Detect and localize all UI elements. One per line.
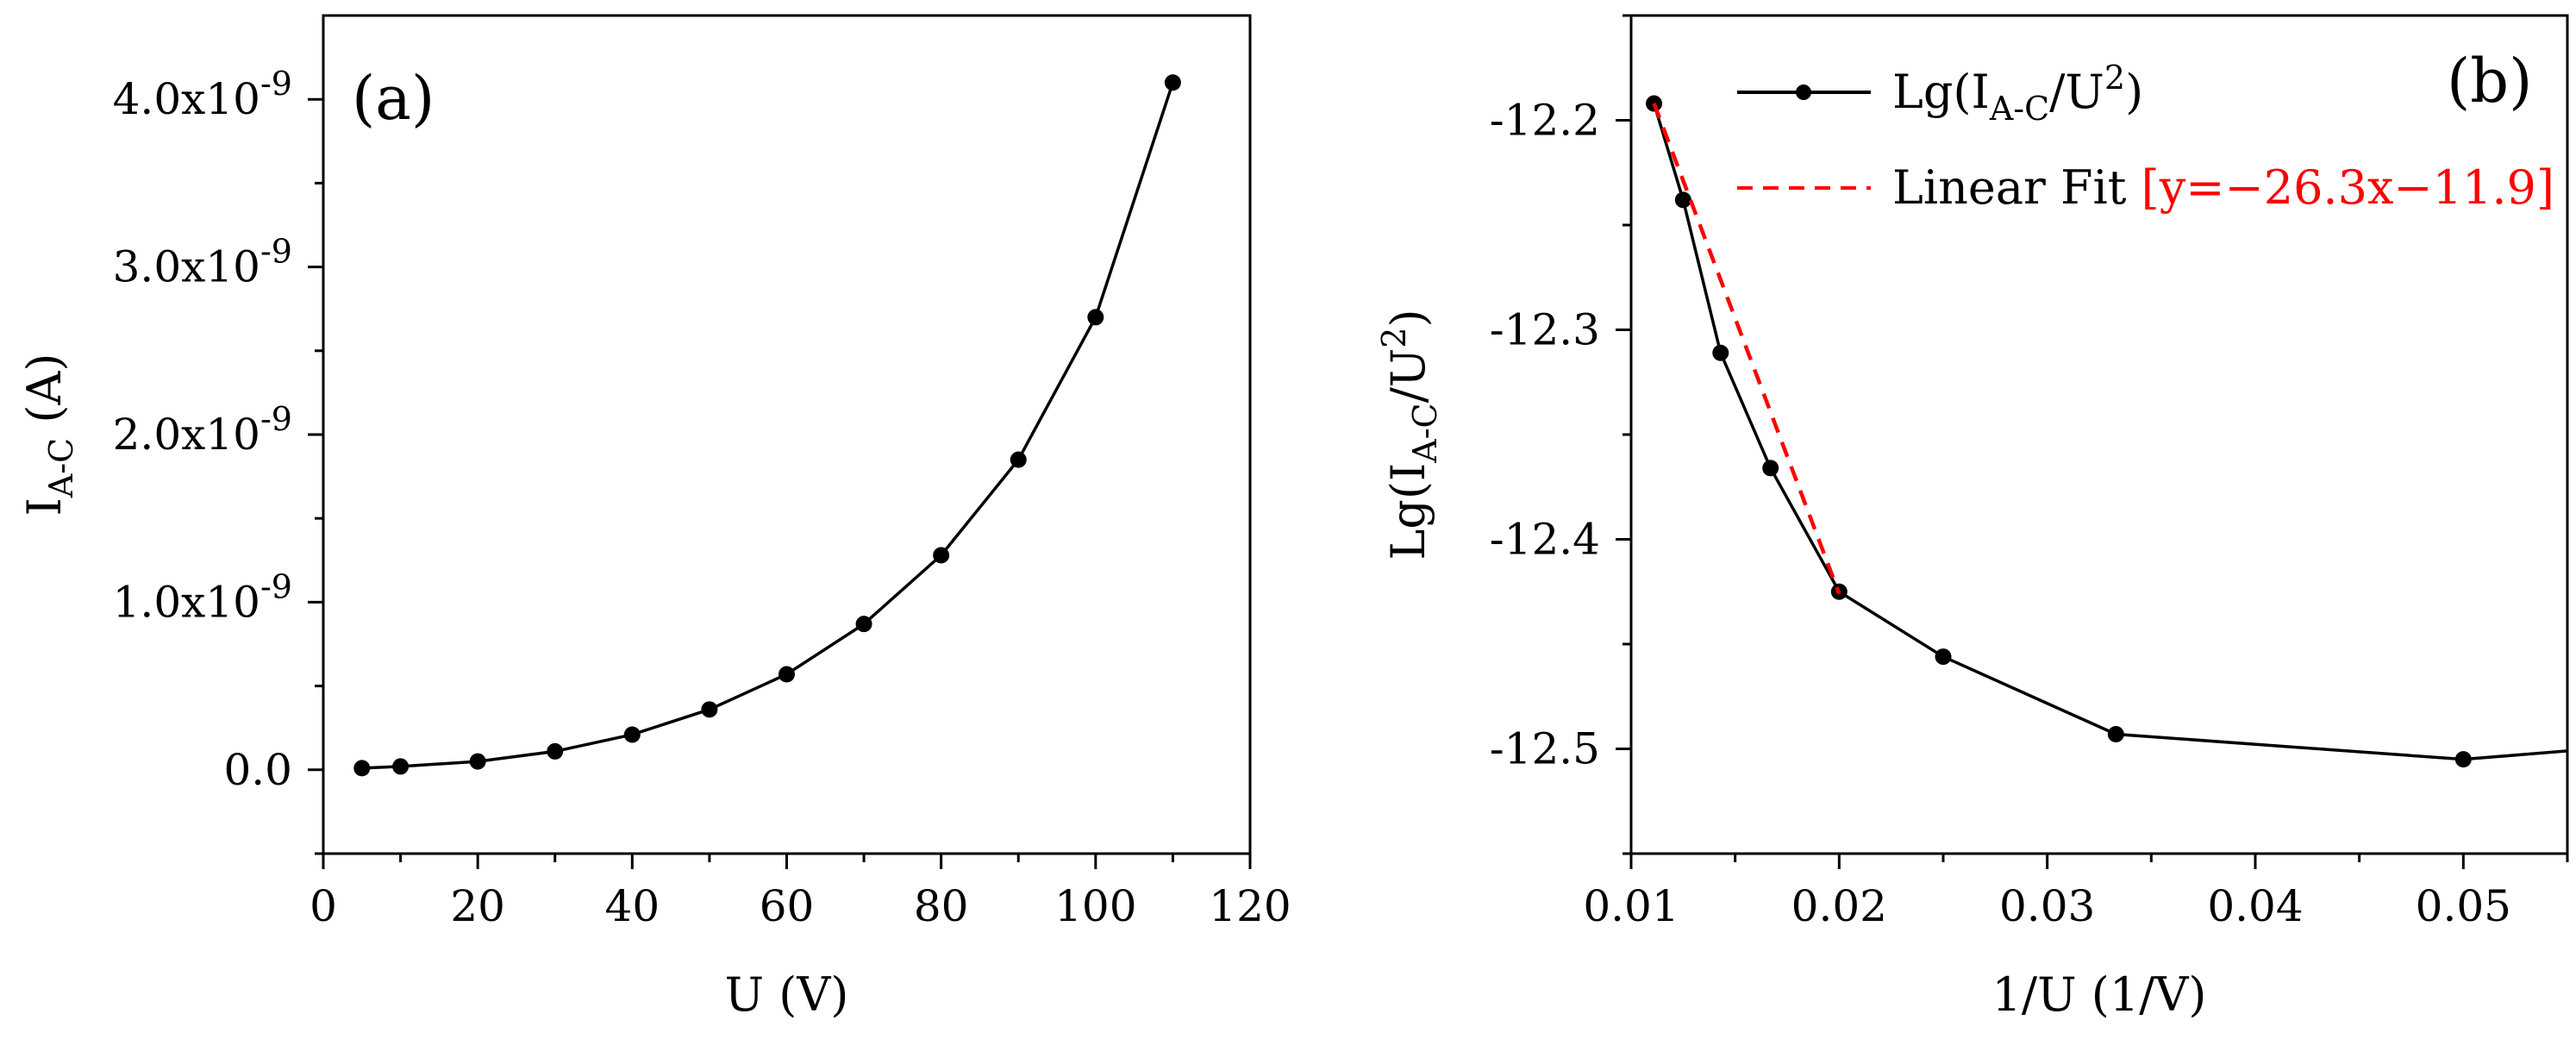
panel-a-chart: 0 20 40 60 80 100 120 0.0 1.0x10-9 2.0x10-9 3.0x10… xyxy=(17,14,1291,1022)
panel-b-linear-fit-line xyxy=(1652,103,1841,595)
panel-b-x-tick-label: 0.04 xyxy=(2207,881,2303,931)
panel-b-x-axis-title: 1/U (1/V) xyxy=(1992,967,2207,1022)
panel-a-x-tick-label: 120 xyxy=(1209,881,1291,931)
panel-a-data-point xyxy=(933,547,950,564)
panel-a-data-point xyxy=(469,753,486,770)
legend-data-main: Lg(I xyxy=(1892,65,1990,119)
panel-b-x-tick-label: 0.03 xyxy=(1999,881,2095,931)
panel-b-data-point xyxy=(1935,648,1952,666)
legend-fit-equation: [y=−26.3x−11.9] xyxy=(2141,160,2554,215)
panel-b-x-tick-label: 0.05 xyxy=(2416,881,2511,931)
legend-data-sub: A-C xyxy=(1989,90,2049,128)
legend-entry-data: Lg(IA-C/U2) xyxy=(1892,59,2143,128)
legend-entry-fit: Linear Fit [y=−26.3x−11.9] xyxy=(1892,160,2554,215)
panel-b-data-point xyxy=(1762,460,1779,477)
legend-marker-swatch xyxy=(1796,84,1811,100)
panel-b-y-tick-label: -12.3 xyxy=(1490,305,1600,355)
panel-a-label: (a) xyxy=(352,63,435,134)
panel-a-series-line xyxy=(361,82,1175,770)
panel-a-y-title-sub: A-C xyxy=(42,438,80,498)
panel-a-x-axis-title: U (V) xyxy=(725,967,849,1022)
panel-a-y-axis-title: IA-C (A) xyxy=(17,354,80,516)
panel-a-data-point xyxy=(778,666,795,683)
panel-a-y-title-main: I xyxy=(17,498,72,516)
panel-a-plot-frame xyxy=(322,14,1252,855)
legend-data-mid: /U xyxy=(2049,65,2104,119)
panel-a-y-tick-label: 0.0 xyxy=(223,745,292,795)
legend-fit-main: Linear Fit xyxy=(1892,160,2141,215)
legend-data-end: ) xyxy=(2125,65,2143,119)
panel-a-data-point xyxy=(547,742,564,760)
panel-b-label: (b) xyxy=(2447,46,2532,116)
panel-b-y-axis-title: Lg(IA-C/U2) xyxy=(1375,309,1444,560)
panel-b-series xyxy=(1646,95,2567,768)
panel-a-y-tick-label: 4.0x10-9 xyxy=(113,65,292,124)
panel-b-ticks: 0.01 0.02 0.03 0.04 0.05 -12.2 -12.3 -12.4 -12.5 xyxy=(1490,14,2569,931)
panel-b-legend: Lg(IA-C/U2) Linear Fit [y=−26.3x−11.9] xyxy=(1737,59,2554,215)
panel-a-series xyxy=(353,74,1181,777)
panel-b-y-tick-label: -12.5 xyxy=(1490,724,1600,774)
panel-a-x-tick-label: 0 xyxy=(309,881,337,931)
panel-a-data-point xyxy=(701,701,718,718)
legend-data-sup: 2 xyxy=(2104,59,2125,97)
panel-b-data-point xyxy=(2454,751,2472,768)
panel-a-x-tick-label: 60 xyxy=(760,881,815,931)
panel-a-data-point xyxy=(1010,451,1027,468)
panel-b-data-point xyxy=(1712,344,1729,361)
panel-b-data-point xyxy=(2107,725,2124,742)
panel-b-y-tick-label: -12.4 xyxy=(1490,515,1600,565)
panel-b-y-title-sub: A-C xyxy=(1406,403,1444,463)
panel-b-chart: 0.01 0.02 0.03 0.04 0.05 -12.2 -12.3 -12.4 -12.5… xyxy=(1375,14,2569,1022)
panel-a-ticks: 0 20 40 60 80 100 120 0.0 1.0x10-9 2.0x10-9 3.0x10… xyxy=(113,65,1291,931)
panel-b-y-tick-label: -12.2 xyxy=(1490,96,1600,146)
panel-b-data-point xyxy=(1674,191,1691,209)
panel-b-y-title-main: Lg(I xyxy=(1381,463,1435,560)
panel-a-data-point xyxy=(353,760,371,777)
panel-a-data-point xyxy=(855,616,872,633)
panel-a-y-tick-label: 3.0x10-9 xyxy=(113,233,292,292)
panel-a-y-tick-label: 1.0x10-9 xyxy=(113,567,292,627)
panel-a-x-tick-label: 20 xyxy=(450,881,505,931)
panel-a-y-tick-label: 2.0x10-9 xyxy=(113,400,292,460)
panel-a-x-tick-label: 80 xyxy=(914,881,969,931)
panel-b-y-title-sup: 2 xyxy=(1375,328,1413,348)
panel-a-y-title-rest: (A) xyxy=(17,354,72,438)
panel-a-x-tick-label: 100 xyxy=(1054,881,1136,931)
panel-a-data-point xyxy=(392,758,410,775)
panel-a-data-point xyxy=(1164,74,1181,91)
panel-a-x-tick-label: 40 xyxy=(605,881,660,931)
panel-a-data-point xyxy=(623,726,641,743)
panel-a-data-point xyxy=(1087,309,1104,326)
panel-b-x-tick-label: 0.01 xyxy=(1583,881,1679,931)
panel-b-y-title-rest: ) xyxy=(1381,309,1435,327)
panel-b-y-title-mid: /U xyxy=(1381,348,1435,404)
panel-b-x-tick-label: 0.02 xyxy=(1791,881,1887,931)
